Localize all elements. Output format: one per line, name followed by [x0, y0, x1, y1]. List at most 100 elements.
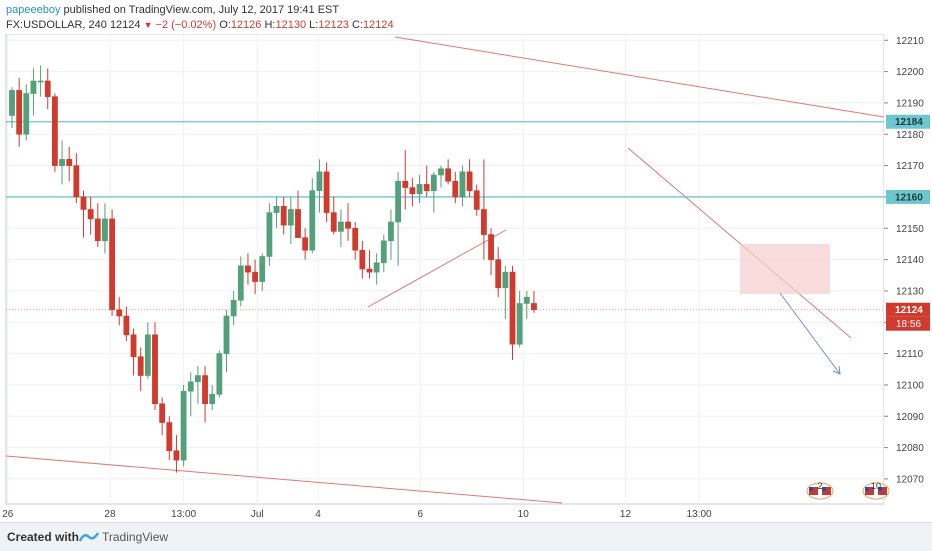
plot-background	[5, 33, 885, 505]
candle-body	[59, 159, 65, 166]
candle-body	[366, 268, 373, 273]
countdown-tag: 18:56	[896, 319, 921, 330]
candle-body	[30, 80, 37, 94]
candle-body	[144, 334, 151, 376]
candle-body	[252, 271, 258, 282]
y-tick-label: 12190	[896, 98, 924, 109]
x-tick-label: 6	[417, 509, 423, 520]
candle-body	[94, 218, 101, 242]
time-axis[interactable]: 26 28 13:00 Jul 4 6 10 12 13:00	[2, 509, 712, 520]
candle-body	[166, 422, 173, 452]
x-tick-label: 26	[2, 509, 14, 520]
last-value: 12124	[109, 19, 141, 31]
trendline-rising[interactable]	[367, 229, 507, 308]
candle-body	[423, 184, 430, 191]
candle-body	[23, 93, 30, 135]
candle-body	[402, 180, 409, 188]
candle-body	[223, 315, 230, 354]
candle-body	[516, 303, 523, 345]
price-tags: 12184 12160 12124 18:56	[886, 114, 930, 331]
price-axis-background	[884, 34, 932, 504]
candle-body	[230, 300, 237, 317]
tradingview-logo-icon	[78, 532, 100, 542]
y-tick-label: 12180	[896, 130, 924, 141]
chart-header: papeeeboy published on TradingView.com, …	[0, 0, 932, 34]
x-tick-label: 12	[620, 509, 632, 520]
close-value: 12124	[362, 19, 394, 31]
y-tick-label: 12130	[896, 286, 924, 297]
candle-body	[123, 315, 130, 336]
chart-canvas[interactable]: 1207012080120901210012110121201213012140…	[0, 0, 932, 522]
price-axis[interactable]: 1207012080120901210012110121201213012140…	[884, 34, 932, 504]
candle-body	[37, 80, 44, 83]
candle-body	[80, 196, 87, 210]
candle-body	[352, 227, 359, 251]
change-value: −2 (−0.02%)	[155, 19, 217, 31]
symbol-label[interactable]: FX:USDOLLAR, 240	[6, 19, 107, 31]
close-label: C:	[351, 19, 363, 31]
candle-body	[287, 209, 294, 226]
candle-body	[116, 309, 123, 317]
drawings[interactable]	[5, 36, 885, 504]
y-tick-label: 12150	[896, 224, 924, 235]
x-tick-label: 28	[104, 509, 116, 520]
event-count: 2	[817, 481, 822, 491]
resistance-zone[interactable]	[740, 244, 830, 294]
candle-body	[216, 353, 223, 395]
candle-body	[180, 390, 187, 461]
event-badges[interactable]: 2 10	[806, 481, 890, 500]
trendline-upper-long[interactable]	[394, 36, 885, 118]
tradingview-brand[interactable]: TradingView	[102, 530, 169, 544]
y-tick-label: 12070	[896, 474, 924, 485]
candle-body	[295, 209, 301, 238]
candle-body	[152, 334, 158, 405]
open-value: 12126	[230, 19, 262, 31]
price-tag-hline2-bg	[886, 189, 930, 204]
publish-line: papeeeboy published on TradingView.com, …	[6, 4, 339, 16]
candle-body	[44, 80, 51, 97]
y-tick-label: 12110	[896, 349, 924, 360]
high-label: H:	[264, 19, 276, 31]
economic-event-flag-icon[interactable]: 2	[806, 481, 834, 500]
price-tag-hline2: 12160	[895, 192, 923, 203]
candle-body	[373, 262, 380, 273]
y-tick-label: 12210	[896, 36, 924, 47]
author-link[interactable]: papeeeboy	[6, 4, 61, 16]
projection-arrow-line[interactable]	[779, 292, 841, 375]
x-tick-label: Jul	[251, 509, 264, 520]
x-tick-label: 4	[315, 509, 321, 520]
candle-body	[388, 221, 394, 242]
candle-body	[509, 271, 516, 345]
y-tick-label: 12140	[896, 255, 924, 266]
candle-body	[9, 90, 15, 116]
price-tag-hline1-bg	[886, 114, 930, 129]
candle-body	[502, 271, 509, 289]
candle-body	[359, 249, 366, 270]
low-label: L:	[309, 19, 319, 31]
economic-event-flag-icon[interactable]: 10	[862, 481, 890, 500]
candle-body	[480, 209, 487, 235]
candle-body	[416, 184, 423, 195]
projection-arrow-head	[832, 365, 841, 375]
candle-body	[495, 259, 502, 289]
candle-body	[438, 168, 444, 176]
candle-body	[173, 450, 180, 461]
candle-body	[409, 187, 416, 195]
footer-bar: Created with TradingView	[0, 522, 932, 551]
candle-body	[137, 356, 144, 376]
candle-body	[337, 221, 344, 232]
trendline-falling[interactable]	[627, 147, 852, 339]
open-label: O:	[219, 19, 231, 31]
horizontal-lines[interactable]	[6, 121, 884, 311]
candle-body	[330, 212, 337, 232]
candle-body	[237, 265, 244, 301]
y-tick-label: 12080	[896, 443, 924, 454]
candle-body	[316, 171, 323, 191]
trendline-lower-long[interactable]	[5, 455, 563, 504]
published-text: published on TradingView.com, July 12, 2…	[63, 4, 340, 16]
ohlc-line: FX:USDOLLAR, 240 12124 ▼ −2 (−0.02%) O:1…	[6, 19, 394, 31]
created-with-text: Created with	[7, 530, 80, 544]
candle-body	[159, 403, 166, 423]
candle-body	[452, 180, 459, 198]
candle-body	[309, 190, 316, 251]
